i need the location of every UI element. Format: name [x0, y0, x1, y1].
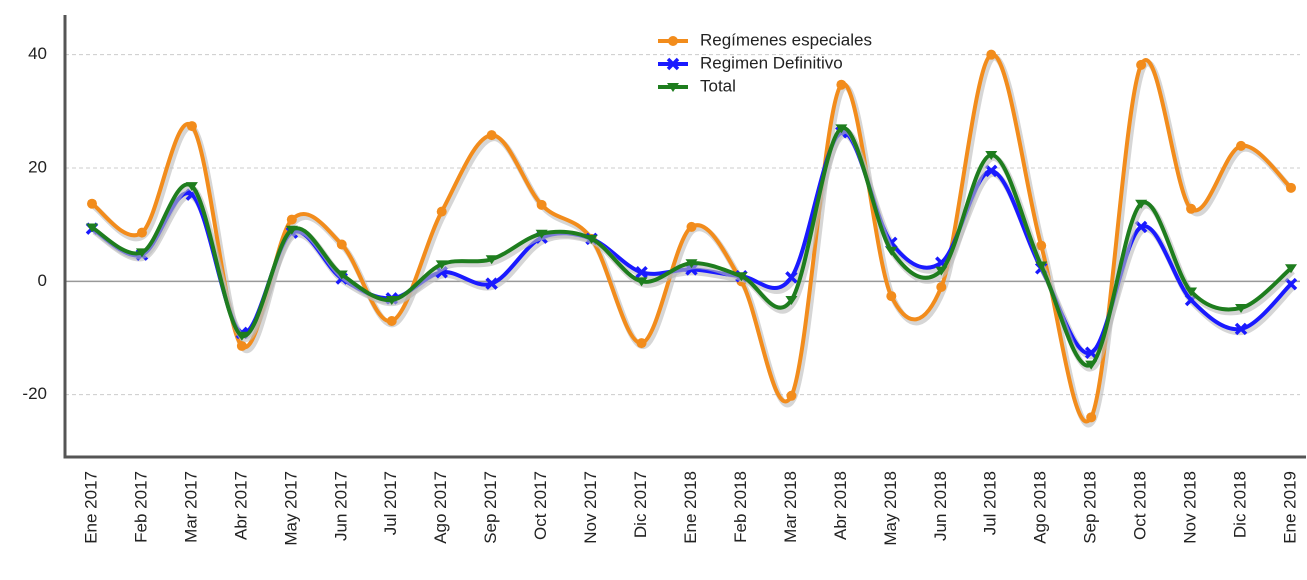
point: [635, 266, 648, 279]
point: [1084, 346, 1098, 359]
point: [436, 206, 447, 217]
x-tick-label: May 2018: [881, 471, 900, 546]
point: [835, 124, 848, 134]
point: [1235, 303, 1248, 313]
point: [286, 214, 297, 225]
x-tick-label: Feb 2017: [131, 471, 150, 543]
x-tick-label: Mar 2018: [781, 471, 800, 543]
point: [1036, 240, 1047, 251]
point: [1135, 199, 1148, 209]
point: [667, 83, 679, 92]
x-tick-label: Feb 2018: [731, 471, 750, 543]
legend-label: Total: [700, 76, 736, 95]
point: [836, 79, 847, 90]
point: [186, 121, 197, 132]
x-tick-label: Nov 2018: [1181, 471, 1200, 544]
point: [336, 239, 347, 250]
legend-label: Regimen Definitivo: [700, 53, 843, 72]
point: [1186, 203, 1197, 214]
point: [936, 282, 947, 292]
point: [786, 390, 797, 401]
point: [886, 291, 897, 302]
x-tick-label: Ene 2018: [681, 471, 700, 544]
x-tick-label: Abr 2017: [231, 471, 250, 540]
y-tick-label: 0: [38, 271, 47, 290]
point: [485, 277, 498, 290]
x-tick-label: Jun 2017: [331, 471, 350, 541]
point: [485, 255, 498, 265]
x-tick-label: Jun 2018: [931, 471, 950, 541]
point: [1236, 140, 1247, 151]
point: [1286, 182, 1296, 193]
point: [486, 130, 497, 141]
point: [985, 150, 998, 160]
x-tick-label: Dic 2018: [1231, 471, 1250, 538]
point: [1136, 59, 1147, 70]
point: [1185, 287, 1198, 297]
line-shadow: [92, 54, 1296, 428]
x-tick-label: Oct 2017: [531, 471, 550, 540]
x-tick-label: Abr 2018: [831, 471, 850, 540]
x-tick-label: Nov 2017: [581, 471, 600, 544]
point: [1134, 220, 1148, 234]
point: [535, 229, 548, 239]
y-tick-label: 40: [28, 44, 47, 63]
point: [385, 296, 398, 306]
line-shadow: [92, 132, 1296, 359]
point: [185, 182, 198, 192]
point: [885, 246, 898, 256]
x-tick-label: Jul 2017: [381, 471, 400, 535]
point: [636, 338, 647, 349]
point: [935, 266, 948, 276]
series: [86, 124, 1297, 372]
point: [1234, 322, 1248, 336]
point: [236, 340, 247, 351]
point: [1086, 412, 1097, 423]
x-tick-label: Sep 2017: [481, 471, 500, 544]
point: [87, 198, 97, 209]
point: [635, 277, 648, 287]
line: [90, 52, 1293, 424]
point: [666, 57, 680, 71]
point: [1035, 261, 1048, 271]
x-tick-label: Ene 2019: [1280, 471, 1299, 544]
x-tick-label: Oct 2018: [1131, 471, 1150, 540]
point: [86, 223, 98, 233]
x-tick-label: Jul 2018: [981, 471, 1000, 535]
point: [1085, 360, 1098, 370]
point: [585, 234, 598, 244]
x-tick-label: Ago 2018: [1031, 471, 1050, 544]
y-tick-label: -20: [22, 384, 47, 403]
point: [285, 225, 298, 235]
series: [87, 49, 1296, 428]
legend-label: Regímenes especiales: [700, 30, 872, 49]
point: [686, 221, 697, 232]
x-tick-label: Ene 2017: [81, 471, 100, 544]
x-tick-label: Dic 2017: [631, 471, 650, 538]
point: [435, 260, 448, 270]
point: [735, 272, 748, 282]
point: [235, 331, 248, 341]
y-tick-label: 20: [28, 157, 47, 176]
x-tick-label: Mar 2017: [181, 471, 200, 543]
point: [135, 248, 148, 258]
line-shadow: [92, 128, 1295, 372]
x-tick-label: May 2017: [281, 471, 300, 546]
point: [136, 227, 147, 238]
point: [1284, 277, 1298, 291]
point: [1285, 264, 1297, 274]
point: [335, 270, 348, 280]
point: [685, 259, 698, 269]
point: [985, 164, 998, 178]
point: [668, 36, 678, 46]
x-tick-label: Sep 2018: [1081, 471, 1100, 544]
point: [785, 296, 798, 306]
point: [785, 271, 798, 284]
point: [386, 316, 397, 326]
x-tick-label: Ago 2017: [431, 471, 450, 544]
point: [986, 49, 997, 60]
point: [536, 199, 547, 210]
